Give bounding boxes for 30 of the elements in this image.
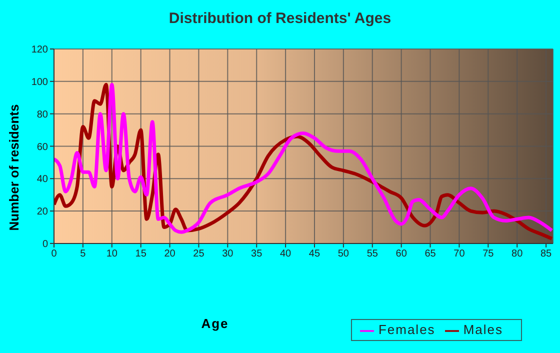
x-tick-label: 80 (512, 248, 524, 260)
x-tick-label: 0 (51, 248, 58, 260)
y-tick-label: 100 (31, 76, 48, 88)
y-tick-label: 60 (36, 142, 48, 153)
legend-label: Females (378, 322, 436, 338)
x-tick-label: 65 (424, 248, 436, 260)
chart-title: Distribution of Residents' Ages (168, 10, 392, 27)
x-tick-label: 20 (164, 248, 176, 260)
x-tick-label: 70 (454, 248, 466, 260)
y-tick-label: 120 (31, 44, 48, 56)
x-tick-label: 60 (396, 248, 408, 260)
x-tick-label: 10 (106, 248, 118, 260)
x-tick-label: 85 (540, 248, 552, 260)
y-tick-label: 40 (36, 174, 48, 186)
x-tick-label: 75 (482, 248, 494, 260)
x-tick-label: 35 (251, 248, 263, 260)
x-tick-label: 45 (308, 248, 320, 260)
x-tick-label: 55 (366, 248, 378, 260)
x-axis-title: Age (201, 316, 229, 331)
x-tick-label: 25 (193, 248, 205, 260)
x-tick-label: 40 (280, 248, 292, 260)
x-tick-label: 50 (338, 248, 350, 260)
y-tick-label: 80 (36, 109, 48, 120)
y-tick-label: 20 (36, 206, 48, 218)
y-axis-title: Number of residents (6, 104, 22, 230)
x-tick-label: 15 (135, 248, 147, 260)
x-tick-label: 5 (80, 248, 86, 260)
x-tick-label: 30 (222, 248, 234, 260)
legend-label: Males (463, 322, 503, 338)
y-tick-label: 0 (42, 238, 48, 250)
